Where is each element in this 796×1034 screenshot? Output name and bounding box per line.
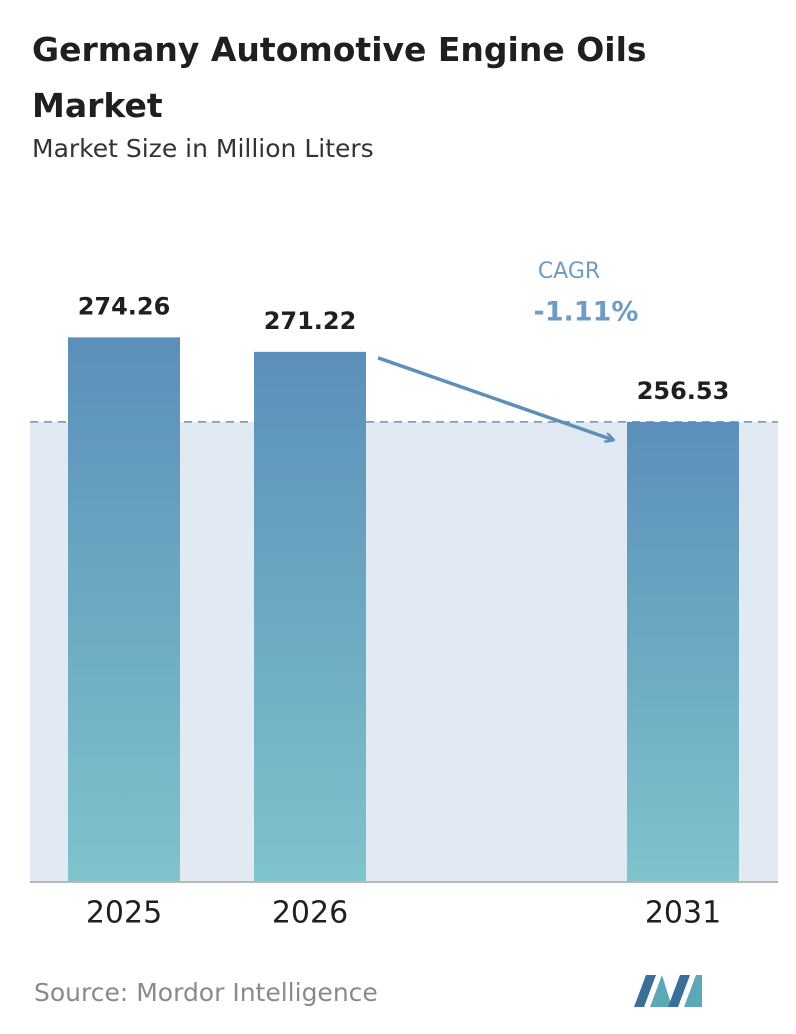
plot: 274.26 2025 271.22 2026 256.53 2031 [30,292,778,931]
bar [68,337,180,882]
value-label: 271.22 [264,307,357,335]
logo [634,975,702,1007]
chart: CAGR -1.11% 274.26 2025 271.22 2026 256.53 20… [30,259,778,931]
x-tick-label: 2026 [272,896,348,931]
chart-title: Germany Automotive Engine Oils Market [32,30,647,125]
x-tick-label: 2031 [645,896,721,931]
chart-subtitle: Market Size in Million Liters [32,134,374,163]
cagr-label: CAGR [538,259,600,284]
x-tick-label: 2025 [86,896,162,931]
cagr-value: -1.11% [534,297,639,328]
bar [627,421,739,882]
value-label: 274.26 [78,292,171,320]
cagr-arrow [377,356,613,440]
value-label: 256.53 [637,377,730,405]
bar [254,351,366,882]
source: Source: Mordor Intelligence [34,978,378,1007]
